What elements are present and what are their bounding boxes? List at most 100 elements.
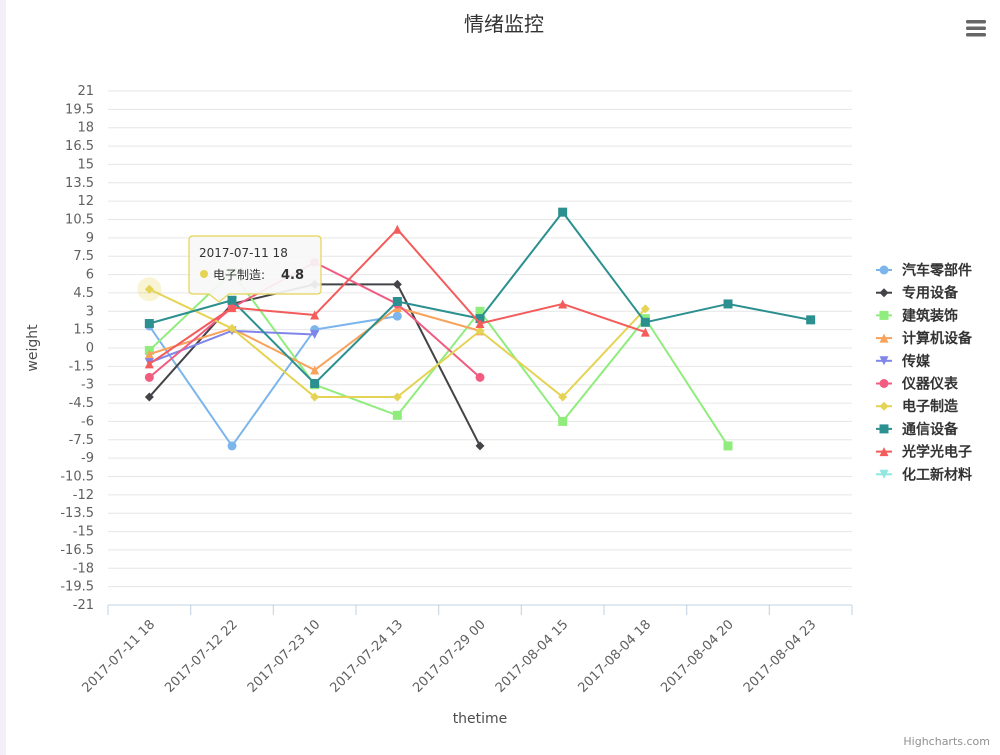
x-tick-label: 2017-08-04 23 [741, 617, 820, 696]
legend-marker[interactable] [879, 401, 889, 411]
chart-title: 情绪监控 [464, 12, 544, 36]
y-tick-label: 15 [77, 157, 94, 172]
data-point[interactable] [723, 299, 733, 309]
legend-label[interactable]: 光学光电子 [901, 444, 972, 461]
series-8 [144, 207, 816, 388]
legend-item[interactable]: 化工新材料 [876, 466, 972, 483]
legend-marker[interactable] [879, 265, 889, 275]
series-9 [144, 224, 650, 369]
tooltip-series-label: 电子制造: [213, 268, 265, 282]
data-point[interactable] [144, 284, 154, 294]
x-tick-label: 2017-07-12 22 [162, 617, 241, 696]
x-tick-label: 2017-07-29 00 [410, 617, 489, 696]
data-point[interactable] [144, 319, 154, 329]
data-point[interactable] [392, 410, 402, 420]
legend-marker[interactable] [879, 356, 889, 366]
legend-item[interactable]: 计算机设备 [876, 330, 973, 347]
data-point[interactable] [475, 314, 485, 324]
legend-label[interactable]: 汽车零部件 [902, 262, 972, 279]
y-tick-label: -10.5 [60, 470, 94, 485]
data-point[interactable] [310, 378, 320, 388]
data-point[interactable] [310, 310, 320, 320]
legend-item[interactable]: 光学光电子 [876, 444, 972, 461]
y-tick-label: 9 [86, 231, 94, 246]
data-point[interactable] [723, 441, 733, 451]
legend-label[interactable]: 专用设备 [902, 285, 959, 302]
data-point[interactable] [558, 392, 568, 402]
data-point[interactable] [475, 319, 485, 329]
context-menu-button[interactable] [962, 16, 990, 40]
legend-label[interactable]: 传媒 [901, 353, 931, 370]
data-point[interactable] [475, 306, 485, 316]
tooltip: 2017-07-11 18 电子制造: 4.8 [188, 235, 322, 303]
y-tick-label: -13.5 [60, 506, 94, 521]
y-tick-label: -15 [73, 525, 94, 540]
x-tick-label: 2017-07-24 13 [328, 617, 407, 696]
data-point[interactable] [640, 327, 650, 337]
legend-item[interactable]: 汽车零部件 [876, 262, 972, 279]
data-point[interactable] [392, 279, 402, 289]
legend-item[interactable]: 传媒 [876, 353, 931, 370]
data-point[interactable] [475, 441, 485, 451]
y-tick-label: 4.5 [73, 286, 94, 301]
y-tick-label: -9 [81, 451, 94, 466]
data-point[interactable] [392, 296, 402, 306]
legend-marker[interactable] [879, 424, 889, 434]
data-point[interactable] [227, 441, 237, 451]
y-tick-label: -21 [73, 598, 94, 613]
y-tick-label: -7.5 [69, 433, 94, 448]
data-point[interactable] [310, 392, 320, 402]
legend-item[interactable]: 建筑装饰 [876, 307, 958, 324]
y-tick-label: 21 [77, 84, 94, 99]
data-point[interactable] [475, 326, 485, 336]
legend-label[interactable]: 电子制造 [902, 398, 958, 415]
legend-label[interactable]: 化工新材料 [902, 466, 972, 483]
legend-item[interactable]: 通信设备 [876, 421, 959, 438]
legend-marker[interactable] [879, 333, 889, 343]
data-point[interactable] [227, 295, 237, 305]
y-tick-label: -3 [81, 378, 94, 393]
data-point[interactable] [310, 365, 320, 375]
x-tick-label: 2017-07-23 10 [245, 617, 324, 696]
x-tick-label: 2017-07-11 18 [80, 617, 159, 696]
y-tick-label: 7.5 [73, 249, 94, 264]
legend-marker[interactable] [879, 469, 889, 479]
y-tick-label: -4.5 [69, 396, 94, 411]
credits-link[interactable]: Highcharts.com [903, 735, 990, 748]
data-point[interactable] [558, 299, 568, 309]
data-point[interactable] [392, 311, 402, 321]
y-tick-label: -18 [73, 561, 94, 576]
legend-item[interactable]: 仪器仪表 [876, 376, 959, 393]
data-point[interactable] [392, 224, 402, 234]
tooltip-value: 4.8 [281, 268, 304, 283]
hamburger-menu-icon[interactable] [966, 20, 986, 37]
legend-item[interactable]: 专用设备 [876, 285, 959, 302]
data-point[interactable] [144, 349, 154, 359]
data-point[interactable] [392, 392, 402, 402]
data-point[interactable] [310, 330, 320, 340]
series-3 [144, 267, 733, 451]
data-point[interactable] [640, 317, 650, 327]
data-point[interactable] [475, 372, 485, 382]
legend-item[interactable]: 电子制造 [876, 398, 958, 415]
legend-marker[interactable] [879, 288, 889, 298]
data-point[interactable] [806, 315, 816, 325]
data-point[interactable] [558, 207, 568, 217]
data-point[interactable] [144, 392, 154, 402]
legend-marker[interactable] [879, 447, 889, 457]
data-point[interactable] [558, 416, 568, 426]
data-point[interactable] [227, 303, 237, 313]
legend-marker[interactable] [879, 379, 889, 388]
y-tick-label: -19.5 [60, 580, 94, 595]
legend-marker[interactable] [879, 310, 889, 320]
legend-label[interactable]: 计算机设备 [902, 330, 973, 347]
legend-label[interactable]: 仪器仪表 [901, 376, 959, 393]
tooltip-header: 2017-07-11 18 [199, 246, 288, 260]
y-tick-label: -12 [73, 488, 94, 503]
legend-label[interactable]: 通信设备 [902, 421, 959, 438]
data-point[interactable] [640, 304, 650, 314]
data-point[interactable] [227, 323, 237, 333]
data-point[interactable] [144, 372, 154, 382]
data-point[interactable] [144, 359, 154, 369]
legend-label[interactable]: 建筑装饰 [902, 307, 958, 324]
